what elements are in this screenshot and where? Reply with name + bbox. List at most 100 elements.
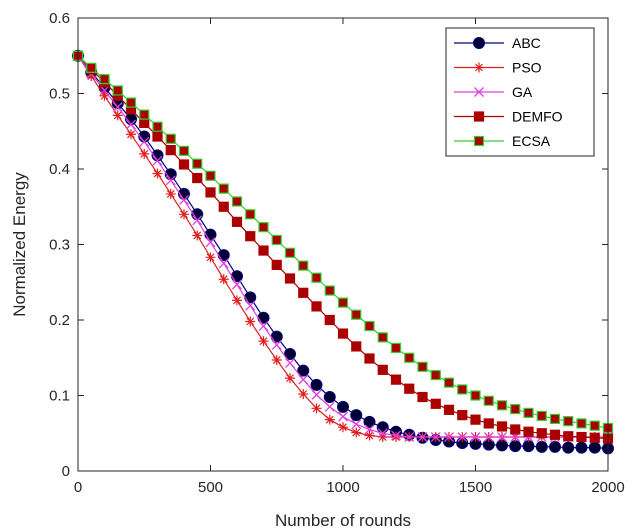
data-point-ecsa	[125, 97, 137, 108]
data-point-pso	[179, 209, 189, 220]
y-axis-label: Normalized Energy	[10, 172, 29, 317]
data-point-demfo	[364, 353, 375, 364]
data-point-abc	[284, 347, 296, 360]
data-point-abc	[323, 391, 336, 404]
data-point-ga	[139, 136, 150, 147]
x-tick-label: 1500	[459, 479, 492, 496]
data-point-pso	[232, 295, 242, 306]
data-point-pso	[99, 90, 110, 101]
data-point-ga	[497, 432, 507, 442]
data-point-ga	[152, 155, 163, 166]
data-point-abc	[310, 378, 323, 391]
data-point-pso	[298, 388, 309, 399]
data-point-ga	[417, 432, 428, 442]
data-point-ecsa	[165, 133, 176, 144]
data-point-demfo	[245, 231, 256, 242]
data-point-abc	[575, 441, 588, 454]
data-point-ga	[112, 102, 123, 113]
data-point-ga	[218, 258, 229, 269]
data-point-ga	[404, 432, 415, 442]
data-point-abc	[535, 440, 548, 453]
data-point-ecsa	[390, 342, 402, 354]
data-point-pso	[245, 316, 256, 327]
data-point-demfo	[178, 159, 190, 170]
y-tick-label: 0.6	[49, 10, 70, 27]
data-point-pso	[192, 230, 203, 241]
data-point-ga	[285, 358, 295, 368]
data-point-demfo	[510, 424, 521, 435]
data-point-demfo	[231, 216, 243, 227]
data-point-demfo	[457, 410, 468, 421]
legend-label-abc: ABC	[512, 35, 541, 51]
series-ecsa	[72, 50, 614, 434]
data-point-ecsa	[417, 361, 428, 372]
legend-marker-pso	[474, 62, 484, 73]
data-point-abc	[522, 440, 535, 453]
data-point-ga	[165, 175, 176, 186]
data-point-ga	[232, 279, 242, 290]
data-point-demfo	[218, 201, 229, 212]
legend-entry-demfo: DEMFO	[454, 109, 563, 125]
legend-label-pso: PSO	[512, 60, 542, 76]
data-point-ga	[444, 432, 454, 442]
x-tick-label: 1000	[326, 479, 359, 496]
data-point-ecsa	[152, 121, 163, 132]
data-point-ecsa	[284, 247, 296, 258]
y-tick-label: 0.1	[49, 388, 70, 405]
data-point-demfo	[576, 431, 587, 443]
data-point-ecsa	[231, 196, 243, 207]
data-point-demfo	[417, 391, 428, 403]
data-point-ecsa	[218, 183, 229, 194]
data-point-ga	[126, 119, 136, 130]
data-point-demfo	[483, 418, 494, 429]
data-point-pso	[271, 355, 282, 366]
data-point-ga	[99, 85, 110, 96]
data-point-abc	[350, 409, 363, 422]
data-point-demfo	[271, 259, 282, 270]
data-point-ecsa	[139, 109, 150, 120]
data-point-demfo	[324, 314, 335, 326]
data-point-pso	[364, 430, 375, 441]
data-point-ecsa	[258, 222, 269, 233]
data-point-ga	[364, 424, 375, 435]
data-point-demfo	[337, 328, 349, 339]
data-point-demfo	[165, 145, 176, 156]
y-tick-label: 0.4	[49, 161, 70, 178]
data-point-ga	[179, 194, 189, 205]
data-point-ecsa	[271, 234, 282, 246]
x-tick-label: 2000	[591, 479, 624, 496]
data-point-ecsa	[364, 320, 375, 332]
data-point-ecsa	[86, 62, 97, 73]
data-point-pso	[391, 432, 401, 443]
data-point-demfo	[523, 426, 534, 437]
data-point-pso	[377, 432, 388, 443]
data-point-pso	[152, 168, 163, 179]
legend: ABC PSO GA DEMFO ECSA	[445, 27, 595, 157]
data-point-ga	[324, 401, 335, 412]
data-point-abc	[549, 440, 561, 453]
data-point-ga	[245, 300, 256, 311]
legend-label-ecsa: ECSA	[512, 133, 551, 149]
data-point-pso	[311, 403, 322, 414]
data-point-demfo	[563, 431, 574, 442]
data-point-ga	[377, 428, 388, 439]
y-tick-label: 0	[62, 463, 70, 480]
data-point-ecsa	[496, 400, 508, 411]
legend-entry-ga: GA	[454, 84, 533, 100]
data-point-demfo	[404, 383, 415, 394]
legend-label-demfo: DEMFO	[512, 109, 563, 125]
data-point-demfo	[443, 404, 455, 415]
data-point-ga	[205, 237, 216, 248]
data-point-demfo	[192, 172, 203, 184]
data-point-ga	[338, 411, 348, 422]
data-point-ecsa	[205, 170, 216, 181]
legend-entry-abc: ABC	[454, 35, 541, 51]
data-point-demfo	[496, 421, 508, 432]
data-point-ga	[470, 432, 481, 442]
data-point-abc	[588, 441, 601, 454]
data-point-ecsa	[589, 420, 600, 431]
data-point-ecsa	[523, 407, 534, 418]
data-point-abc	[562, 441, 575, 454]
data-point-demfo	[390, 374, 402, 385]
data-point-pso	[258, 336, 269, 347]
